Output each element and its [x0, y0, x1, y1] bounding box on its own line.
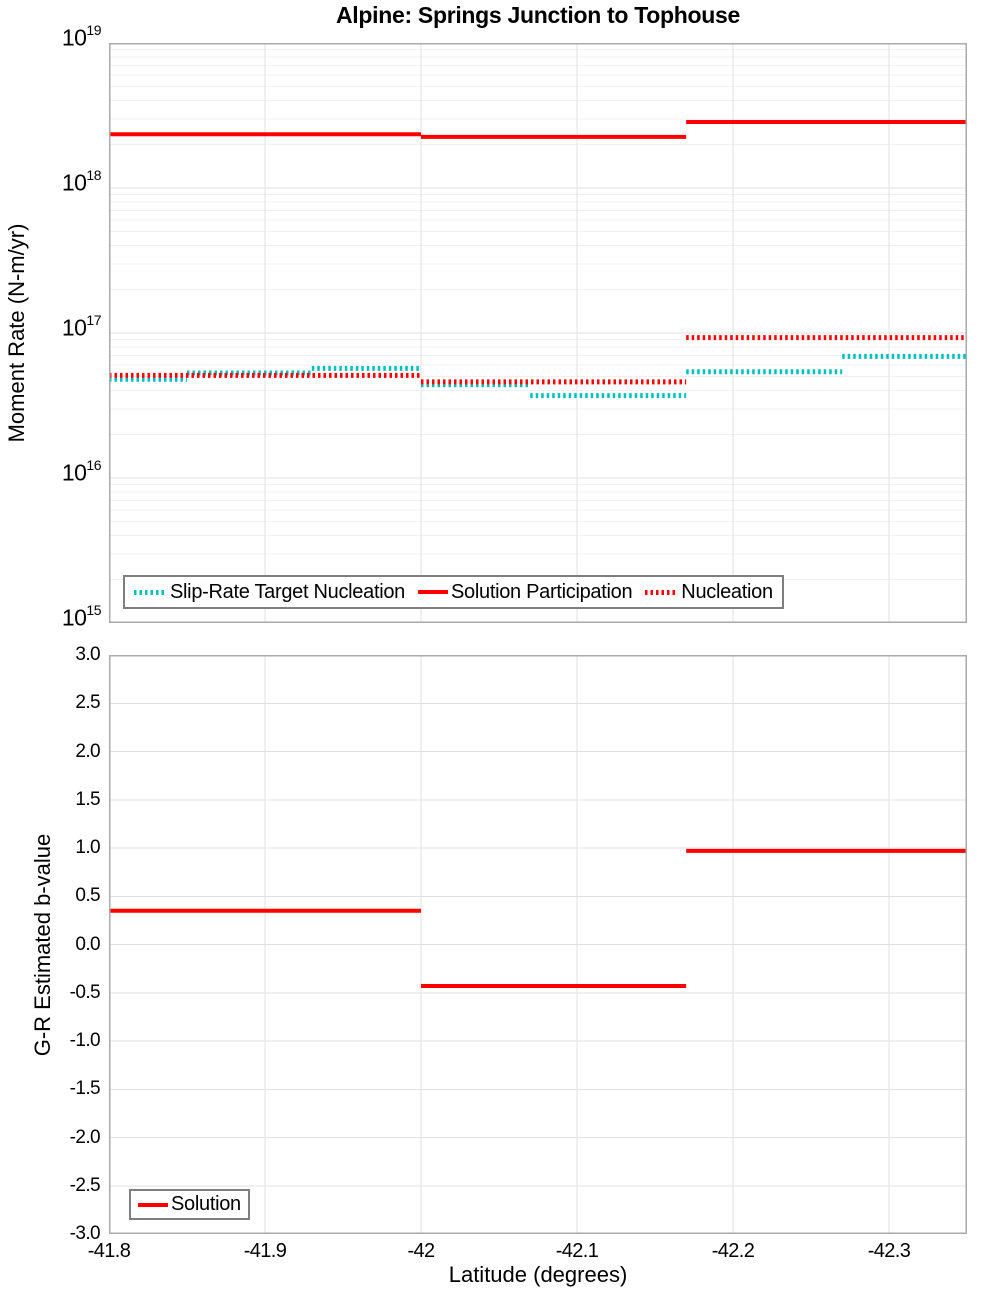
y-tick-label-log: 1016	[61, 457, 102, 486]
moment-rate-plot	[109, 43, 967, 623]
y-tick-label: -0.5	[69, 981, 101, 1003]
y-tick-label: 1.5	[75, 788, 100, 810]
legend-label: Nucleation	[681, 580, 773, 603]
x-tick-label: -42	[407, 1240, 435, 1262]
y-tick-label: 2.5	[75, 692, 100, 714]
y-tick-label-log: 1017	[61, 312, 102, 341]
y-tick-label-log: 1015	[61, 602, 102, 631]
legend-item-slip-rate-target-nucleation: Slip-Rate Target Nucleation	[134, 581, 405, 604]
y-tick-label: 3.0	[75, 644, 100, 665]
chart-title: Alpine: Springs Junction to Tophouse	[335, 2, 741, 28]
legend-label: Solution	[171, 1193, 241, 1215]
y-tick-label: -1.0	[69, 1030, 101, 1051]
legend-item-solution: Solution	[138, 1193, 241, 1216]
y-tick-exponent: 18	[86, 167, 101, 183]
y-tick-label: 1.0	[75, 837, 100, 858]
y-tick-label: -1.5	[69, 1078, 101, 1100]
y-tick-label: -3.0	[69, 1223, 101, 1244]
legend-item-nucleation: Nucleation	[645, 581, 773, 604]
x-tick-label: -42.1	[555, 1240, 599, 1262]
y-tick-label: -2.0	[69, 1126, 101, 1148]
b-value-plot	[109, 655, 967, 1234]
x-tick-label: -42.2	[711, 1240, 755, 1262]
red-solid-line-swatch	[418, 590, 448, 594]
legend-item-solution-participation: Solution Participation	[418, 580, 633, 604]
legend-b-value: Solution	[129, 1189, 250, 1220]
teal-dotted-line-swatch	[134, 589, 167, 595]
y-tick-exponent: 15	[86, 602, 101, 618]
y-tick-exponent: 17	[86, 312, 101, 328]
legend-label: Solution Participation	[451, 580, 633, 603]
y-tick-exponent: 16	[86, 457, 101, 473]
red-dotted-line-swatch	[645, 589, 679, 595]
y-tick-exponent: 19	[86, 22, 101, 38]
legend-moment-rate: Slip-Rate Target Nucleation Solution Par…	[123, 575, 784, 609]
y-tick-label: -2.5	[69, 1174, 101, 1196]
y-tick-label: 0.0	[75, 933, 100, 955]
x-tick-label: -42.3	[867, 1240, 911, 1262]
legend-label: Slip-Rate Target Nucleation	[170, 580, 405, 603]
x-tick-label: -41.9	[243, 1240, 287, 1262]
y-tick-label-log: 1018	[61, 167, 102, 196]
y-tick-label: 2.0	[75, 740, 100, 762]
x-axis-label: Latitude (degrees)	[448, 1262, 628, 1287]
y-tick-label-log: 1019	[61, 22, 102, 51]
x-tick-label: -41.8	[87, 1240, 131, 1262]
red-solid-line-swatch	[138, 1202, 168, 1207]
y-tick-label: 0.5	[75, 885, 100, 907]
